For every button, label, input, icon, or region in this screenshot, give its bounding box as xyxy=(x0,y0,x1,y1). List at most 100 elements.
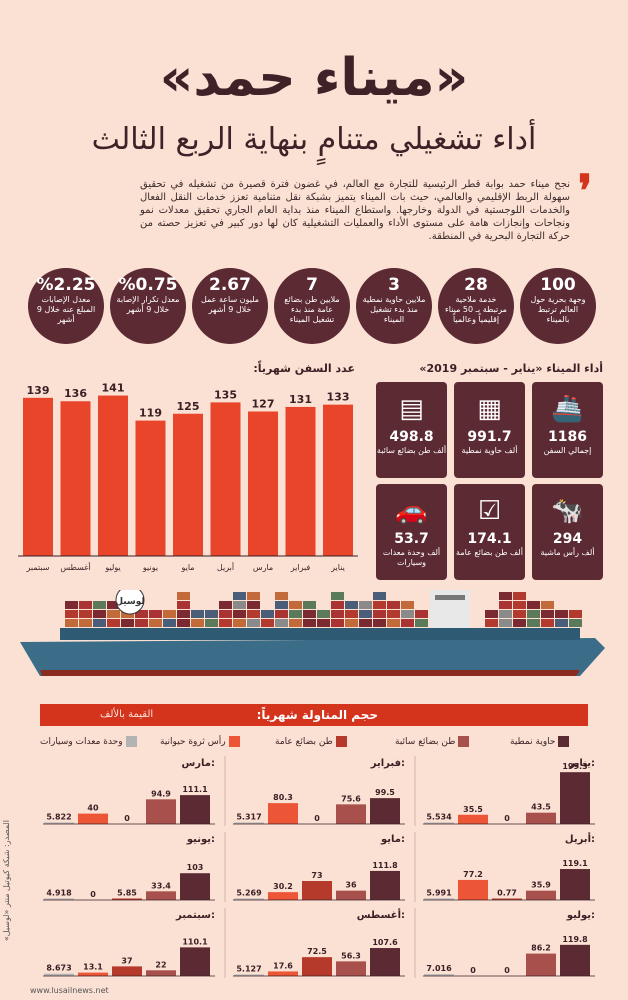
handling-bar xyxy=(492,898,522,900)
performance-tile: ☑ 174.1 ألف طن بضائع عامة xyxy=(454,484,525,580)
legend-swatch xyxy=(558,736,570,747)
handling-bar-value: 35.5 xyxy=(463,805,483,814)
handling-bar xyxy=(424,898,454,900)
ships-bar-label: سبتمبر xyxy=(26,563,50,572)
quote-icon: ❜ xyxy=(578,166,593,217)
handling-bar xyxy=(44,898,74,900)
handling-bar-value: 5.269 xyxy=(236,889,262,898)
handling-bar-value: 4.918 xyxy=(46,889,72,898)
handling-bar xyxy=(112,898,142,900)
stat-value: %0.75 xyxy=(118,275,178,295)
stat-value: 2.67 xyxy=(209,275,251,295)
handling-bar-value: 0 xyxy=(470,966,476,975)
ships-bar-label: أغسطس xyxy=(60,562,90,572)
handling-bar-value: 0 xyxy=(314,814,320,823)
ships-bar xyxy=(23,397,53,556)
month-label: يونيو: xyxy=(186,834,215,845)
ships-bar-value: 125 xyxy=(177,400,200,413)
ships-bar-value: 131 xyxy=(289,393,312,406)
tile-label: ألف وحدة معدات وسيارات xyxy=(382,548,441,567)
handling-bar-value: 0 xyxy=(504,966,510,975)
tile-label: ألف طن بضائع عامة xyxy=(456,548,523,557)
month-label: مايو: xyxy=(380,834,405,845)
handling-bar xyxy=(268,892,298,900)
handling-bar-value: 17.6 xyxy=(273,961,293,970)
handling-bar-value: 5.822 xyxy=(46,812,71,821)
ships-bar xyxy=(98,395,128,556)
stat-circle: 2.67 مليون ساعة عمل خلال 9 أشهر xyxy=(192,268,268,344)
handling-bar xyxy=(302,881,332,900)
handling-bar xyxy=(560,944,590,976)
ships-bar xyxy=(323,404,353,556)
handling-bar xyxy=(268,803,298,824)
legend-item: رأس ثروة حيوانية xyxy=(160,736,240,748)
handling-bar-value: 72.5 xyxy=(307,947,327,956)
stat-label: خدمة ملاحية مرتبطة بـ 50 ميناء إقليمياً … xyxy=(445,295,507,324)
car-icon: 🚗 xyxy=(395,496,428,526)
stat-label: ملايين طن بضائع عامة منذ بدء تشغيل المين… xyxy=(284,295,340,324)
handling-bar xyxy=(44,822,74,824)
tile-label: ألف حاوية نمطية xyxy=(461,446,518,455)
ships-bar-value: 119 xyxy=(139,407,162,420)
performance-tile: ▦ 991.7 ألف حاوية نمطية xyxy=(454,382,525,478)
checklist-icon: ☑ xyxy=(477,496,502,526)
handling-bar-value: 119.8 xyxy=(562,935,588,944)
ships-bar-label: أبريل xyxy=(217,562,234,572)
performance-tile: ▤ 498.8 ألف طن بضائع سائبة xyxy=(376,382,447,478)
month-label: مارس: xyxy=(181,758,215,769)
stat-circle: %2.25 معدل الإصابات المبلغ عنه خلال 9 أشه… xyxy=(28,268,104,344)
source-note: المصدر: شبكة كيوتيل منتر «لوسيل» xyxy=(2,820,11,942)
stat-value: %2.25 xyxy=(36,275,96,295)
handling-bar-value: 0.77 xyxy=(497,889,517,898)
tile-value: 53.7 xyxy=(394,531,429,547)
legend-label: حاوية نمطية xyxy=(510,737,556,747)
handling-bar-value: 80.3 xyxy=(273,793,293,802)
handling-bar xyxy=(336,961,366,976)
performance-tile: 🚗 53.7 ألف وحدة معدات وسيارات xyxy=(376,484,447,580)
legend-swatch xyxy=(458,736,470,747)
handling-bar-value: 13.1 xyxy=(83,963,103,972)
handling-bar xyxy=(560,869,590,900)
stat-circle: 3 ملايين حاوية نمطية منذ بدء تشغيل المينا… xyxy=(356,268,432,344)
ships-bar-value: 141 xyxy=(102,382,125,395)
handling-bar xyxy=(370,948,400,976)
handling-title: حجم المناولة شهرياً: xyxy=(256,708,378,722)
handling-bar-value: 8.673 xyxy=(46,964,71,973)
performance-tile: 🚢 1186 إجمالي السفن xyxy=(532,382,603,478)
page-subtitle: أداء تشغيلي متنامٍ بنهاية الربع الثالث xyxy=(91,122,537,157)
handling-bar xyxy=(424,822,454,824)
ships-chart-title: عدد السفن شهرياً: xyxy=(253,362,355,375)
legend-label: طن بضائع عامة xyxy=(275,737,333,747)
handling-bar-value: 0 xyxy=(124,814,130,823)
handling-bar xyxy=(526,812,556,824)
handling-bar xyxy=(112,966,142,976)
handling-bar-value: 36 xyxy=(345,881,357,890)
handling-bar-value: 5.534 xyxy=(426,813,452,822)
handling-bar-value: 40 xyxy=(87,804,99,813)
tile-value: 991.7 xyxy=(467,429,512,445)
ships-bar-value: 136 xyxy=(64,387,87,400)
stat-label: مليون ساعة عمل خلال 9 أشهر xyxy=(200,295,260,314)
cow-icon: 🐄 xyxy=(551,496,584,526)
legend-swatch xyxy=(228,736,240,747)
performance-tile: 🐄 294 ألف رأس ماشية xyxy=(532,484,603,580)
stat-value: 3 xyxy=(388,275,400,295)
legend-label: طن بضائع سائبة xyxy=(395,737,456,747)
legend-item: حاوية نمطية xyxy=(510,736,570,748)
handling-bar xyxy=(146,970,176,976)
site-url: www.lusailnews.net xyxy=(30,986,109,995)
legend-label: رأس ثروة حيوانية xyxy=(160,737,226,747)
handling-bar xyxy=(44,973,74,976)
ships-bar xyxy=(60,401,91,556)
cargo-ship-image: لوسيل xyxy=(20,590,605,676)
tile-value: 498.8 xyxy=(389,429,434,445)
month-label: أغسطس: xyxy=(357,908,405,921)
page-title: «ميناء حمد» xyxy=(159,48,469,108)
performance-title: أداء الميناء «يناير - سبتمبر 2019» xyxy=(419,362,603,375)
handling-bar xyxy=(302,957,332,976)
handling-bar xyxy=(180,947,210,976)
stat-label: ملايين حاوية نمطية منذ بدء تشغيل الميناء xyxy=(362,295,426,324)
stat-circle: %0.75 معدل تكرار الإصابة خلال 9 أشهر xyxy=(110,268,186,344)
handling-bar xyxy=(458,879,488,900)
handling-bar xyxy=(234,822,264,824)
